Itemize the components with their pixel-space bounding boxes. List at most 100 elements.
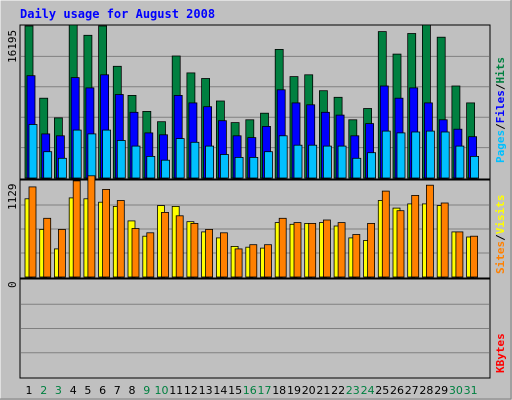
top-bar-pages-day-25 — [381, 130, 391, 179]
top-bar-pages-day-9 — [146, 155, 156, 179]
top-bar-pages-day-12 — [190, 141, 200, 179]
day-label-10: 10 — [155, 384, 169, 397]
middle-bar-sites-day-1 — [28, 186, 37, 278]
day-label-26: 26 — [390, 384, 404, 397]
day-label-20: 20 — [302, 384, 316, 397]
middle-bar-sites-day-18 — [278, 217, 287, 278]
day-label-6: 6 — [99, 384, 106, 397]
day-labels: 1 2 3 4 5 6 7 8 9 10 11 12 13 14 15 16 17 18 19 20 21 22 23 24 2… — [26, 384, 478, 397]
middle-bar-sites-day-7 — [116, 200, 125, 278]
day-label-22: 22 — [331, 384, 345, 397]
day-label-23: 23 — [346, 384, 360, 397]
day-label-17: 17 — [258, 384, 272, 397]
top-bar-pages-day-16 — [249, 156, 259, 179]
legend-slash-3: / — [494, 234, 507, 241]
middle-bar-sites-day-31 — [470, 235, 479, 278]
day-label-24: 24 — [361, 384, 375, 397]
top-panel-frame — [19, 24, 491, 180]
middle-bar-sites-day-25 — [381, 190, 390, 278]
top-bar-pages-day-22 — [337, 145, 347, 179]
middle-bar-sites-day-22 — [337, 222, 346, 278]
top-bar-pages-day-14 — [219, 154, 229, 179]
top-bar-pages-day-5 — [87, 133, 97, 179]
top-bar-pages-day-1 — [28, 124, 38, 179]
top-bar-pages-day-28 — [425, 130, 435, 179]
middle-bar-sites-day-24 — [367, 222, 376, 278]
day-label-18: 18 — [272, 384, 286, 397]
top-panel-max-label: 16195 — [6, 30, 19, 63]
top-bar-pages-day-26 — [396, 132, 406, 179]
day-label-14: 14 — [213, 384, 227, 397]
top-bar-pages-day-31 — [470, 155, 480, 179]
middle-bar-sites-day-15 — [234, 248, 243, 278]
legend-top: Pages/Files/Hits — [494, 57, 507, 163]
legend-pages: Pages — [494, 130, 507, 163]
day-label-21: 21 — [316, 384, 330, 397]
middle-bar-sites-day-16 — [249, 244, 258, 278]
top-bar-pages-day-6 — [102, 129, 111, 179]
middle-bar-sites-day-29 — [440, 202, 449, 278]
day-label-2: 2 — [40, 384, 47, 397]
chart-title: Daily usage for August 2008 — [20, 7, 215, 21]
day-label-11: 11 — [169, 384, 183, 397]
day-label-1: 1 — [26, 384, 33, 397]
legend-slash-1: / — [494, 123, 507, 130]
middle-bar-sites-day-19 — [293, 222, 302, 278]
top-bar-pages-day-30 — [455, 145, 465, 179]
day-label-28: 28 — [419, 384, 433, 397]
legend-files: Files — [494, 90, 507, 123]
top-bar-pages-day-19 — [293, 144, 303, 179]
middle-bar-sites-day-23 — [352, 234, 361, 278]
middle-bar-sites-day-12 — [190, 222, 199, 278]
top-bar-pages-day-4 — [72, 129, 82, 179]
bottom-panel-frame — [19, 278, 491, 379]
day-label-16: 16 — [243, 384, 257, 397]
middle-bar-sites-day-9 — [146, 232, 155, 278]
day-label-7: 7 — [114, 384, 121, 397]
bars-layer — [24, 24, 480, 278]
middle-bar-sites-day-6 — [102, 188, 110, 278]
middle-bar-sites-day-3 — [58, 228, 66, 278]
legend-kbytes: KBytes — [494, 333, 507, 373]
middle-panel-frame — [19, 179, 491, 279]
legend-hits: Hits — [494, 57, 507, 84]
top-bar-pages-day-7 — [116, 140, 126, 179]
legend-slash-2: / — [494, 83, 507, 90]
top-bar-pages-day-23 — [352, 157, 362, 179]
day-label-31: 31 — [464, 384, 478, 397]
day-label-25: 25 — [375, 384, 389, 397]
middle-bar-sites-day-8 — [131, 228, 140, 278]
top-bar-pages-day-18 — [278, 135, 288, 179]
bottom-panel-max-label: 0 — [6, 281, 19, 288]
day-label-9: 9 — [143, 384, 150, 397]
top-bar-pages-day-8 — [131, 145, 141, 179]
legend-bottom: KBytes — [494, 333, 507, 373]
top-bar-pages-day-15 — [234, 156, 244, 179]
day-label-3: 3 — [55, 384, 62, 397]
top-bar-pages-day-17 — [264, 151, 273, 179]
day-label-27: 27 — [405, 384, 419, 397]
middle-bar-sites-day-14 — [219, 232, 228, 278]
top-bar-pages-day-24 — [367, 152, 377, 179]
day-label-19: 19 — [287, 384, 301, 397]
middle-bar-sites-day-21 — [322, 219, 331, 278]
day-label-15: 15 — [228, 384, 242, 397]
middle-bar-sites-day-17 — [264, 244, 272, 278]
day-label-13: 13 — [199, 384, 213, 397]
top-bar-pages-day-27 — [411, 131, 421, 179]
middle-bar-sites-day-2 — [43, 217, 52, 278]
day-label-29: 29 — [434, 384, 448, 397]
top-bar-pages-day-2 — [43, 151, 53, 179]
top-bar-pages-day-10 — [161, 159, 170, 179]
middle-panel-max-label: 1129 — [6, 184, 19, 211]
day-label-12: 12 — [184, 384, 198, 397]
middle-bar-sites-day-20 — [308, 222, 317, 278]
middle-bar-sites-day-28 — [425, 184, 434, 278]
day-label-8: 8 — [129, 384, 136, 397]
top-bar-pages-day-21 — [322, 145, 332, 179]
top-bar-pages-day-3 — [58, 157, 67, 179]
top-bar-pages-day-13 — [205, 145, 215, 179]
middle-bar-sites-day-11 — [175, 215, 184, 278]
top-bar-pages-day-20 — [308, 144, 318, 179]
